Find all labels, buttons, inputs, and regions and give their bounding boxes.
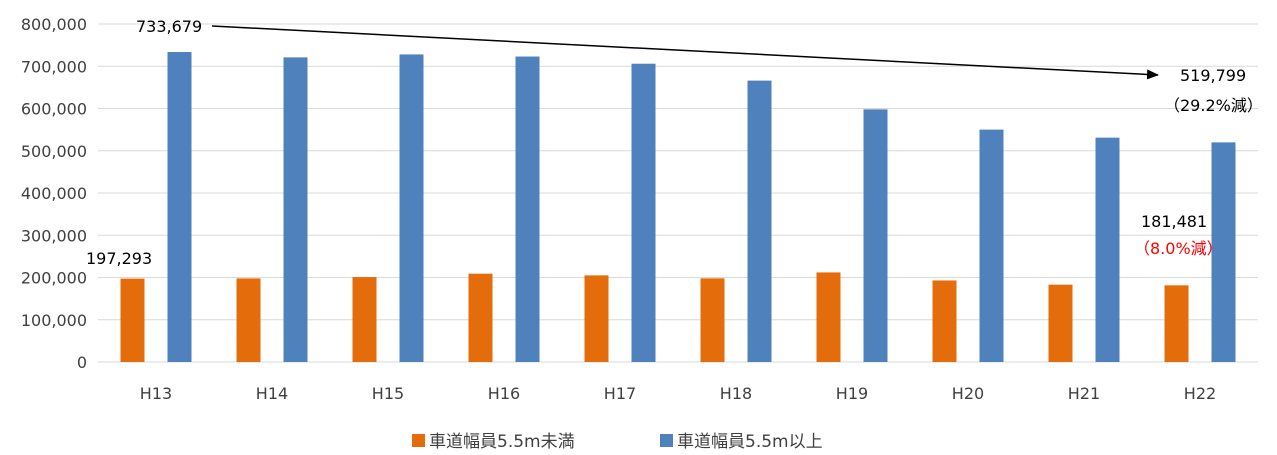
legend-label-series1: 車道幅員5.5m未満	[429, 432, 575, 452]
y-tick-label: 300,000	[21, 226, 87, 245]
bar-series2	[1095, 137, 1120, 362]
y-tick-label: 700,000	[21, 57, 87, 76]
y-tick-label: 800,000	[21, 15, 87, 34]
y-tick-label: 400,000	[21, 184, 87, 203]
bar-series2	[863, 109, 888, 362]
bar-series2	[283, 57, 308, 362]
bar-series1	[236, 278, 261, 362]
x-tick-label: H18	[720, 384, 752, 403]
x-tick-label: H21	[1068, 384, 1100, 403]
y-tick-label: 200,000	[21, 269, 87, 288]
annotation-series1-end: 181,481	[1141, 212, 1207, 231]
y-axis-ticks: 0 100,000 200,000 300,000 400,000 500,000 600,…	[21, 15, 87, 372]
bar-series2	[631, 63, 656, 363]
x-tick-label: H15	[372, 384, 404, 403]
legend-swatch-series2	[660, 434, 673, 447]
legend-swatch-series1	[412, 434, 425, 447]
x-tick-label: H16	[488, 384, 520, 403]
bar-series1	[352, 277, 377, 362]
x-tick-label: H14	[256, 384, 288, 403]
x-tick-label: H19	[836, 384, 868, 403]
annotation-series2-end: 519,799	[1180, 66, 1246, 85]
bar-series1	[120, 278, 145, 362]
bar-series2	[515, 56, 540, 362]
bar-series1	[1164, 285, 1189, 362]
x-tick-label: H22	[1184, 384, 1216, 403]
bar-series2	[979, 129, 1004, 362]
annotation-series1-change: （8.0%減）	[1134, 239, 1223, 258]
bar-series1	[1048, 284, 1073, 362]
bar-series1	[584, 275, 609, 362]
bar-series2	[1211, 142, 1236, 362]
annotation-series1-start: 197,293	[86, 249, 152, 268]
annotation-series2-change: （29.2%減）	[1164, 96, 1263, 115]
legend-label-series2: 車道幅員5.5m以上	[677, 432, 823, 452]
bar-series2	[167, 52, 192, 362]
bar-series1	[932, 280, 957, 362]
y-tick-label: 600,000	[21, 100, 87, 119]
bar-series1	[700, 278, 725, 362]
annotation-series2-start: 733,679	[136, 17, 202, 36]
legend: 車道幅員5.5m未満 車道幅員5.5m以上	[412, 432, 823, 452]
bars	[120, 52, 1236, 363]
bar-series1	[816, 272, 841, 362]
y-tick-label: 500,000	[21, 142, 87, 161]
gridlines	[98, 23, 1258, 363]
x-tick-label: H13	[140, 384, 172, 403]
bar-series2	[399, 54, 424, 363]
bar-series1	[468, 273, 493, 362]
bar-series2	[747, 80, 772, 363]
y-tick-label: 100,000	[21, 311, 87, 330]
trend-arrow	[211, 25, 1159, 80]
y-tick-label: 0	[77, 353, 87, 372]
x-tick-label: H17	[604, 384, 636, 403]
x-axis-ticks: H13 H14 H15 H16 H17 H18 H19 H20 H21 H22	[140, 384, 1216, 403]
x-tick-label: H20	[952, 384, 984, 403]
